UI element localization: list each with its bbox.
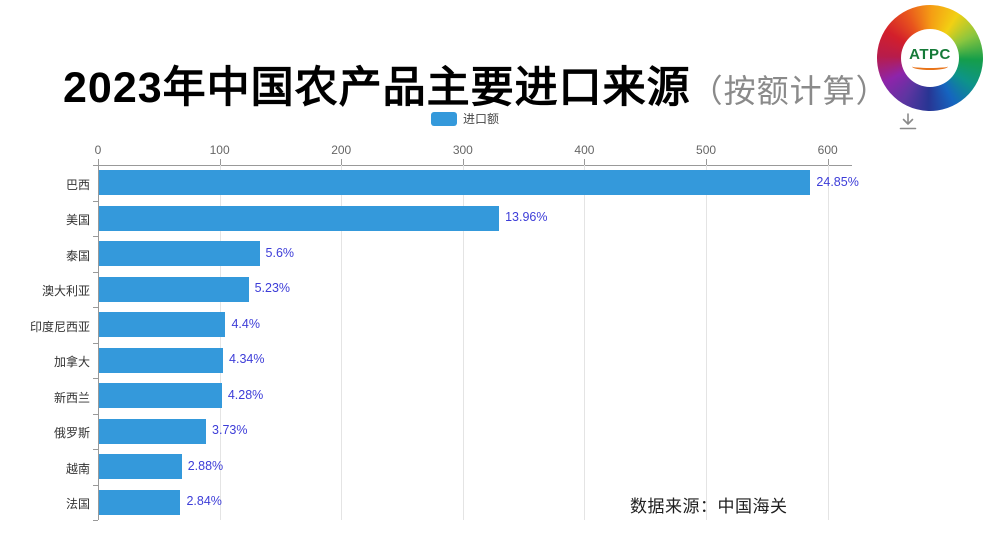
y-axis-tick	[93, 236, 98, 237]
category-label: 美国	[65, 213, 90, 228]
y-axis-line	[98, 165, 99, 520]
x-axis-label: 100	[209, 143, 230, 157]
bar[interactable]	[99, 418, 207, 444]
bar-value-label: 5.6%	[265, 245, 295, 260]
bar-value-label: 2.88%	[187, 458, 224, 473]
x-axis-line	[98, 165, 852, 166]
x-axis-tick	[219, 159, 221, 165]
x-axis-tick	[827, 159, 829, 165]
data-source-note: 数据来源：中国海关	[630, 497, 788, 516]
y-axis-tick	[93, 520, 98, 521]
atpc-logo: ATPC	[870, 0, 989, 118]
x-axis-tick	[462, 159, 464, 165]
logo-swoosh-icon	[912, 63, 948, 70]
legend-label: 进口额	[463, 112, 500, 126]
download-icon[interactable]	[896, 110, 920, 134]
bar-value-label: 4.4%	[231, 316, 260, 331]
bar[interactable]	[99, 454, 182, 480]
bar-value-label: 5.23%	[254, 281, 291, 296]
logo-text: ATPC	[909, 45, 951, 63]
y-axis-tick	[93, 413, 98, 415]
bar[interactable]	[99, 347, 224, 373]
category-label: 越南	[65, 461, 90, 476]
gridline	[341, 165, 343, 520]
y-axis-tick	[93, 271, 98, 273]
gridline	[462, 165, 464, 520]
y-axis-tick	[93, 165, 98, 166]
gridline	[827, 165, 829, 520]
bar[interactable]	[99, 170, 811, 196]
gridline	[584, 165, 586, 520]
x-axis-label: 300	[452, 143, 473, 157]
x-axis-label: 500	[696, 143, 717, 157]
x-axis-tick	[584, 159, 586, 165]
bar[interactable]	[99, 276, 249, 302]
x-axis-label: 400	[574, 143, 595, 157]
category-label: 澳大利亚	[41, 284, 90, 299]
x-axis-tick	[706, 159, 708, 165]
bar[interactable]	[99, 205, 500, 231]
y-axis-tick	[93, 484, 98, 486]
bar-value-label: 2.84%	[186, 494, 222, 509]
x-axis-tick	[98, 159, 99, 165]
category-label: 俄罗斯	[53, 426, 90, 441]
category-label: 巴西	[65, 177, 90, 192]
bar[interactable]	[99, 241, 260, 267]
y-axis-tick	[93, 449, 98, 450]
bar-value-label: 3.73%	[212, 423, 248, 438]
gridline	[219, 165, 221, 520]
bar-value-label: 4.34%	[229, 352, 265, 367]
category-label: 法国	[65, 497, 90, 512]
bar[interactable]	[99, 489, 181, 515]
x-axis-tick	[341, 159, 343, 165]
page-title-suffix: （按额计算）	[690, 73, 889, 109]
bar-value-label: 24.85%	[816, 174, 859, 189]
page-title-main: 2023年中国农产品主要进口来源	[63, 64, 691, 112]
x-axis-label: 200	[331, 143, 352, 157]
legend-swatch	[431, 111, 457, 126]
category-label: 加拿大	[53, 355, 90, 370]
y-axis-tick	[93, 200, 98, 202]
page-title: 2023年中国农产品主要进口来源（按额计算）	[63, 53, 889, 115]
bar-value-label: 4.28%	[227, 387, 264, 402]
y-axis-tick	[93, 307, 98, 308]
bar-value-label: 13.96%	[505, 210, 548, 225]
x-axis-label: 600	[817, 143, 838, 157]
y-axis-tick	[93, 342, 98, 344]
category-label: 新西兰	[53, 390, 90, 405]
category-label: 泰国	[65, 248, 90, 263]
x-axis-label: 0	[94, 143, 102, 157]
gridline	[706, 165, 708, 520]
bar[interactable]	[99, 383, 222, 409]
category-label: 印度尼西亚	[29, 319, 90, 334]
bar[interactable]	[99, 312, 226, 338]
legend-import-value[interactable]: 进口额	[431, 110, 499, 127]
y-axis-tick	[93, 378, 98, 379]
logo-center: ATPC	[901, 29, 959, 87]
